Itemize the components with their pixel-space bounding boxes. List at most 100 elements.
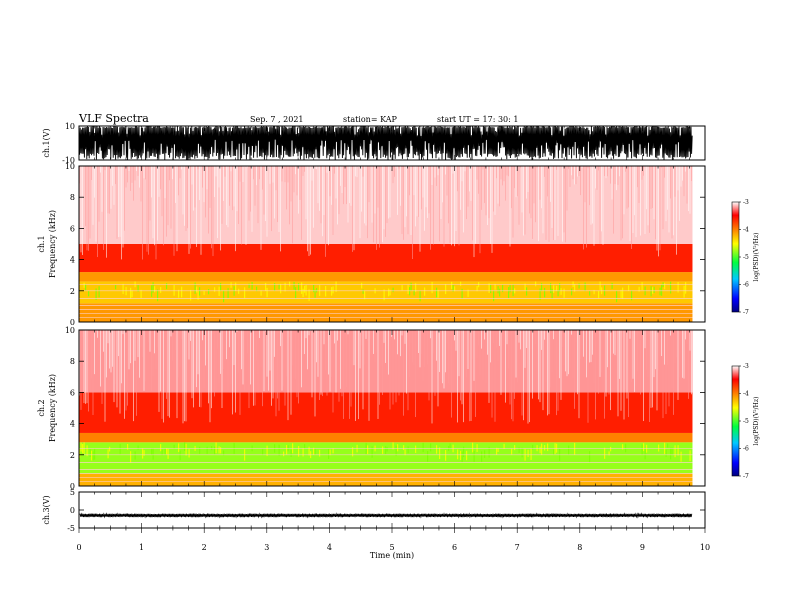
ch2-spectrogram-streak bbox=[617, 330, 619, 417]
ch1-spectrogram-streak bbox=[337, 166, 338, 225]
ch1-spectrogram-streak bbox=[581, 166, 583, 168]
ch2-spectrogram-streak bbox=[533, 330, 535, 390]
ch2-spectrogram-speckle bbox=[674, 445, 676, 458]
ch1-spectrogram-speckle bbox=[314, 289, 316, 298]
ch2-spectrogram-streak bbox=[125, 330, 127, 411]
ch1-spectrogram-streak bbox=[463, 166, 464, 233]
ch2-spectrogram-streak bbox=[151, 330, 152, 392]
ch2-spectrogram-streak bbox=[665, 330, 667, 415]
ch1-spectrogram-streak bbox=[533, 166, 535, 204]
ch2-spectrogram-streak bbox=[512, 330, 514, 422]
ch2-spectrogram-streak bbox=[98, 330, 100, 355]
ch1-spectrogram-streak bbox=[457, 166, 458, 192]
ch2-spectrogram-streak bbox=[673, 330, 674, 415]
ch1-spectrogram-speckle bbox=[190, 289, 192, 301]
ch1-spectrogram-streak bbox=[635, 166, 637, 238]
ch1-spectrogram-streak bbox=[319, 166, 320, 211]
ch2-spectrogram-streak bbox=[124, 330, 125, 419]
ch1-spectrogram-streak bbox=[610, 166, 611, 184]
ch1-spectrogram-streak bbox=[524, 166, 526, 235]
ch1-spectrogram-colorbar-tick-label: -4 bbox=[743, 227, 749, 234]
ch2-spectrogram-streak bbox=[293, 330, 295, 379]
ch1-spectrogram-speckle bbox=[223, 290, 225, 303]
ch1-spectrogram-streak bbox=[494, 166, 496, 215]
ch2-spectrogram-streak bbox=[467, 330, 469, 369]
ch1-spectrogram-streak bbox=[422, 166, 424, 198]
ch2-spectrogram-streak bbox=[311, 330, 313, 398]
ch2-spectrogram-streak bbox=[382, 330, 383, 396]
ch2-spectrogram-speckle bbox=[304, 444, 306, 449]
ch2-spectrogram-streak bbox=[688, 330, 689, 399]
ch2-spectrogram-streak bbox=[413, 330, 415, 365]
ch2-spectrogram-streak bbox=[332, 330, 334, 413]
ch1-spectrogram-streak bbox=[119, 166, 121, 237]
ch2-spectrogram-streak bbox=[350, 330, 352, 407]
ch2-spectrogram-streak bbox=[575, 330, 577, 343]
ch2-spectrogram-streak bbox=[335, 330, 337, 393]
ch1-spectrogram-streak bbox=[497, 166, 499, 204]
ch1-spectrogram-streak bbox=[437, 166, 439, 176]
ch2-spectrogram-streak bbox=[553, 330, 554, 340]
ch1-spectrogram-streak bbox=[167, 166, 169, 226]
ch1-spectrogram-streak bbox=[668, 166, 670, 233]
ch1-spectrogram-streak bbox=[251, 166, 253, 232]
ch1-spectrogram-streak bbox=[142, 166, 143, 260]
ch2-spectrogram-streak bbox=[388, 330, 389, 375]
ch1-spectrogram-streak bbox=[676, 166, 677, 255]
ch1-spectrogram-streak bbox=[326, 166, 328, 173]
ch1-spectrogram-streak bbox=[410, 166, 412, 236]
ch1-spectrogram-streak bbox=[272, 166, 274, 183]
ch2-spectrogram-streak bbox=[299, 330, 301, 333]
ch1-spectrogram-streak bbox=[298, 166, 299, 214]
ch2-spectrogram-streak bbox=[251, 330, 253, 358]
ch2-spectrogram-colorbar-label: log(PSD)(V²/Hz) bbox=[753, 397, 760, 446]
ch2-spectrogram-streak bbox=[254, 330, 256, 406]
ch1-spectrogram-streak bbox=[397, 166, 398, 215]
ch2-spectrogram-streak bbox=[289, 330, 290, 338]
ch1-spectrogram-streak bbox=[643, 166, 644, 176]
ch2-spectrogram-streak bbox=[362, 330, 364, 410]
ch2-spectrogram-streak bbox=[410, 330, 412, 343]
ch1-spectrogram-streak bbox=[569, 166, 571, 187]
ch1-spectrogram-streak bbox=[511, 166, 512, 209]
ch1-spectrogram-streak bbox=[385, 166, 386, 237]
ch2-spectrogram-streak bbox=[473, 330, 475, 381]
ch1-spectrogram-speckle bbox=[383, 289, 385, 301]
ch1-spectrogram-streak bbox=[212, 166, 214, 257]
ch1-spectrogram-streak bbox=[344, 166, 346, 187]
ch2-spectrogram-speckle bbox=[488, 446, 490, 458]
ch1-spectrogram-streak bbox=[652, 166, 653, 209]
ch2-spectrogram-streak bbox=[139, 330, 140, 378]
ch2-spectrogram-streak bbox=[326, 330, 328, 396]
ch2-spectrogram-streak bbox=[635, 330, 637, 387]
ch1-spectrogram-streak bbox=[493, 166, 494, 212]
ch2-spectrogram-streak bbox=[425, 330, 427, 360]
ch2-spectrogram-streak bbox=[443, 330, 445, 389]
ch2-spectrogram-streak bbox=[263, 330, 265, 392]
ch2-spectrogram-streak bbox=[260, 330, 262, 368]
ch1-spectrogram-streak bbox=[619, 166, 620, 177]
ch1-spectrogram-speckle bbox=[289, 281, 291, 287]
ch1-spectrogram-speckle bbox=[122, 283, 124, 295]
ch2-spectrogram-streak bbox=[596, 330, 598, 360]
ch2-spectrogram-streak bbox=[88, 330, 89, 412]
ch1-spectrogram-streak bbox=[584, 166, 586, 203]
ch1-spectrogram-streak bbox=[617, 166, 619, 185]
ch1-spectrogram-streak bbox=[233, 166, 235, 207]
ch1-spectrogram-streak bbox=[640, 166, 641, 236]
ch1-spectrogram-streak bbox=[187, 166, 188, 229]
ch2-spectrogram-streak bbox=[92, 330, 94, 415]
ch2-spectrogram-streak bbox=[517, 330, 518, 383]
ch2-spectrogram-speckle bbox=[541, 443, 543, 455]
ch1-spectrogram-streak bbox=[320, 166, 322, 224]
ch1-spectrogram-streak bbox=[137, 166, 139, 176]
ch2-spectrogram-colorbar-tick-label: -6 bbox=[743, 446, 749, 453]
ch2-spectrogram-streak bbox=[509, 330, 511, 405]
ch2-spectrogram-speckle bbox=[178, 443, 180, 453]
ch1-spectrogram-streak bbox=[602, 166, 604, 245]
ch1-spectrogram-speckle bbox=[332, 286, 334, 294]
ch2-spectrogram-streak bbox=[215, 330, 217, 392]
ch1-spectrogram-speckle bbox=[131, 290, 133, 298]
ch1-spectrogram-speckle bbox=[544, 287, 546, 298]
ch2-spectrogram-streak bbox=[287, 330, 289, 421]
